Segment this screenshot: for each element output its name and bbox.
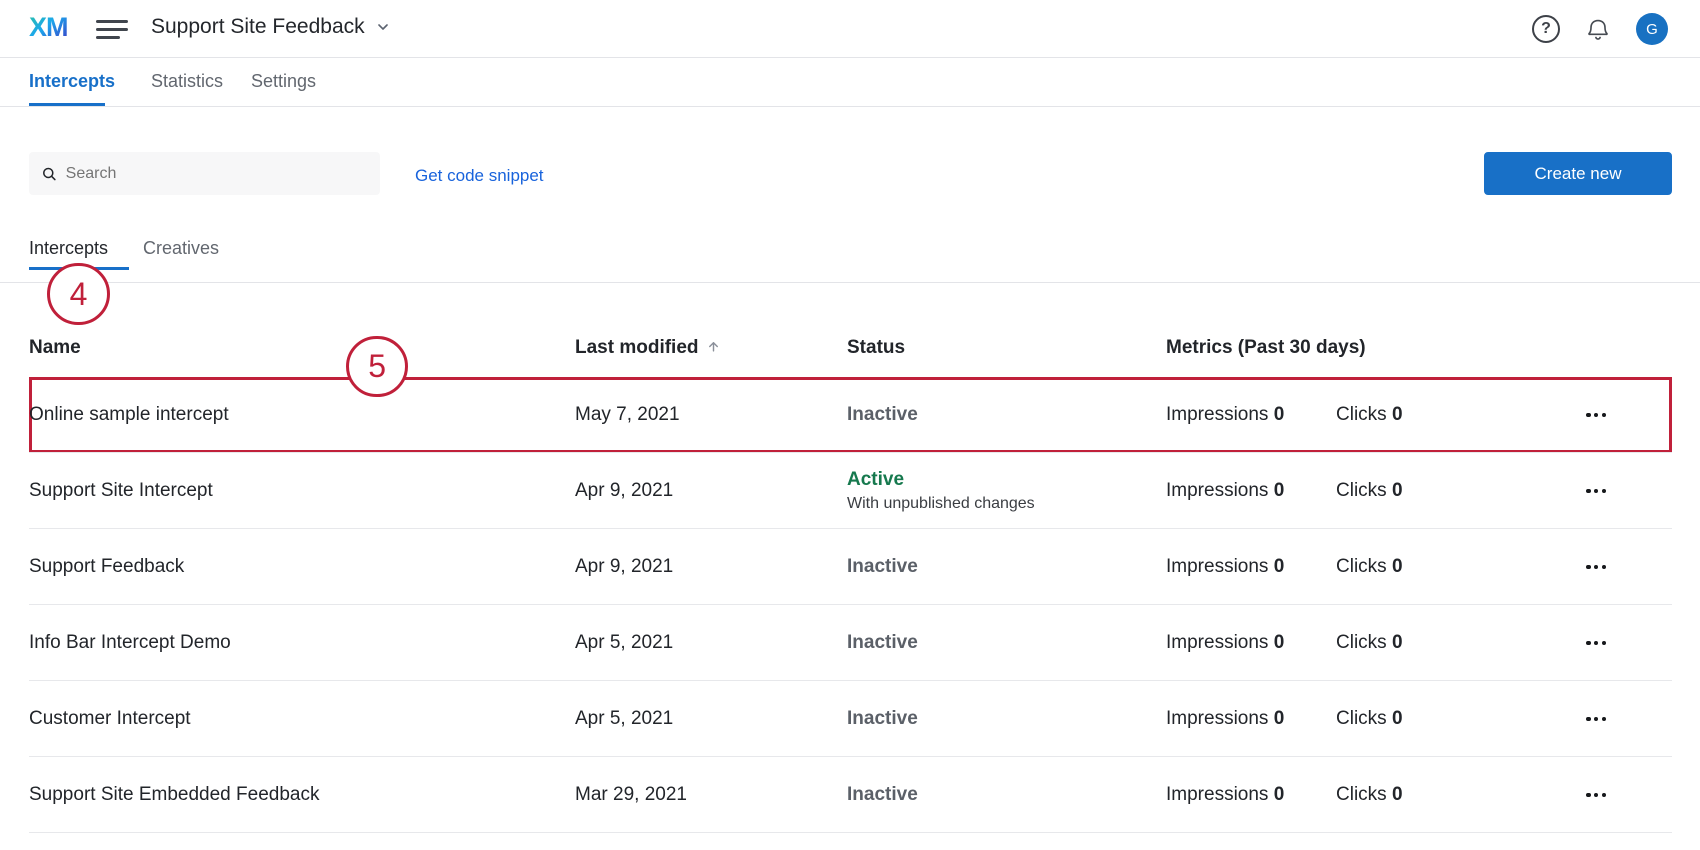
svg-text:XM: XM xyxy=(29,13,68,42)
